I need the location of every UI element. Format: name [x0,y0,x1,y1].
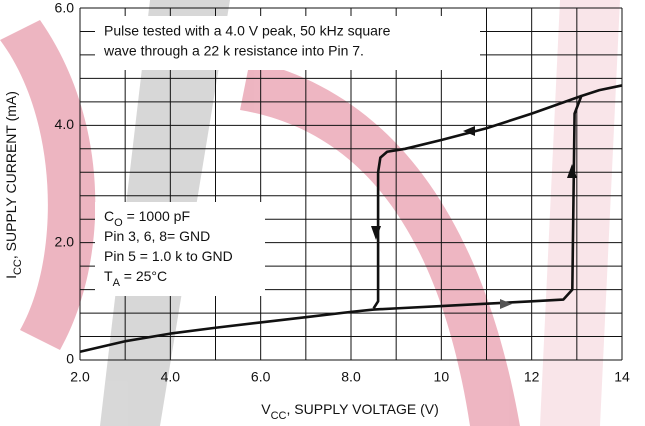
label-part: Pin 3, 6, 8= GND [104,228,210,244]
condition: Pin 3, 6, 8= GND [104,228,210,244]
x-tick-label: 6.0 [251,369,271,385]
y-tick-label: 0 [66,351,74,367]
label-part: Pin 5 = 1.0 k to GND [104,248,233,264]
label-part: A [113,277,121,289]
x-tick-label: 4.0 [161,369,181,385]
label-part: CC [271,410,287,422]
x-tick-label: 8.0 [341,369,361,385]
y-axis-label: ICC, SUPPLY CURRENT (mA) [3,91,24,279]
curve [372,94,582,310]
curve [79,84,623,354]
label-part: V [261,401,271,417]
y-tick-label: 2.0 [55,233,75,249]
label-part: = 25°C [120,268,167,284]
x-tick-label: 2.0 [70,369,90,385]
arrows [371,126,577,309]
x-tick-label: 10 [434,369,450,385]
label-part: , SUPPLY VOLTAGE (V) [287,401,439,417]
conditions-box [95,202,265,296]
y-tick-label: 6.0 [55,0,75,16]
x-axis-label: VCC, SUPPLY VOLTAGE (V) [261,401,438,422]
x-tick-label: 14 [614,369,630,385]
label-part: T [104,268,113,284]
y-tick-label: 4.0 [55,116,75,132]
condition: CO = 1000 pF [104,208,190,229]
annotation-box [95,16,480,70]
condition: Pin 5 = 1.0 k to GND [104,248,233,264]
label-part: , SUPPLY CURRENT (mA) [3,91,19,259]
label-part: O [114,217,123,229]
annotation: wave through a 22 k resistance into Pin … [103,43,364,59]
label-part: C [104,208,114,224]
label-part: CC [12,259,24,275]
annotation: Pulse tested with a 4.0 V peak, 50 kHz s… [104,23,391,39]
condition: TA = 25°C [104,268,167,289]
label-part: I [3,275,19,279]
x-tick-label: 12 [524,369,540,385]
label-part: = 1000 pF [123,208,190,224]
